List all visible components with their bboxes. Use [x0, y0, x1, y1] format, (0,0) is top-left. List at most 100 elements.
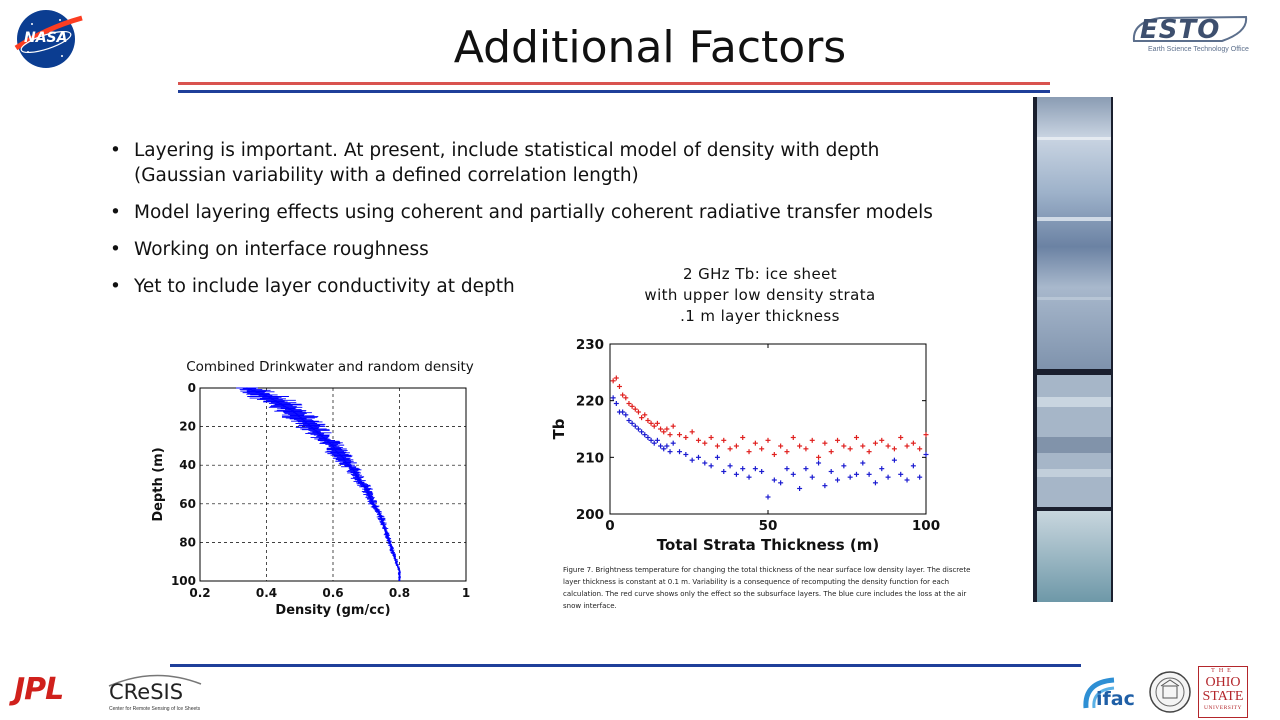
tb-red-point: [645, 418, 651, 423]
tb-blue-point: [683, 452, 689, 457]
tb-blue-point: [677, 449, 683, 455]
x-tick-label: 1: [462, 586, 470, 600]
tb-red-point: [904, 443, 910, 449]
y-tick-label: 20: [179, 420, 196, 434]
tb-blue-point: [721, 469, 727, 474]
tb-red-point: [664, 426, 670, 432]
tb-red-point: [648, 420, 654, 426]
tb-blue-point: [708, 463, 714, 469]
tb-blue-point: [835, 477, 841, 483]
tb-blue-point: [635, 426, 641, 432]
tb-blue-point: [790, 471, 796, 477]
tb-blue-point: [885, 474, 891, 480]
cresis-logo-text: CReSIS: [109, 680, 184, 704]
tb-chart-title-line: .1 m layer thickness: [680, 307, 840, 325]
tb-red-point: [651, 423, 657, 429]
plot-frame: [609, 343, 927, 515]
tb-blue-point: [667, 449, 673, 455]
tb-blue-point: [822, 483, 828, 489]
tb-red-point: [853, 435, 859, 440]
cresis-logo: CReSIS Center for Remote Sensing of Ice …: [105, 670, 205, 714]
x-axis-label: Density (gm/cc): [275, 603, 390, 618]
tb-red-point: [765, 437, 771, 443]
figure-caption: Figure 7. Brightness temperature for cha…: [563, 566, 971, 610]
tb-red-point: [847, 446, 853, 452]
tb-red-point: [702, 440, 708, 446]
y-tick-label: 0: [188, 381, 196, 395]
tb-red-point: [784, 449, 790, 455]
tb-blue-point: [645, 435, 651, 440]
y-tick-label: 100: [171, 574, 196, 588]
bullet-item: Yet to include layer conductivity at dep…: [110, 274, 940, 299]
tb-blue-point: [620, 409, 626, 415]
tb-red-point: [752, 440, 758, 446]
tb-blue-point: [809, 474, 815, 480]
density-chart: Combined Drinkwater and random density 0…: [140, 355, 500, 625]
tb-red-point: [778, 443, 784, 449]
tb-red-point: [923, 432, 929, 438]
ice-core-photo: [1033, 97, 1113, 602]
x-axis-label: Total Strata Thickness (m): [657, 536, 879, 554]
tb-blue-point: [841, 463, 847, 469]
tb-blue-point: [879, 466, 885, 472]
tb-red-point: [683, 435, 689, 440]
tb-blue-point: [765, 494, 771, 500]
tb-red-point: [632, 406, 638, 412]
tb-blue-point: [695, 454, 701, 460]
x-tick-label: 0.2: [189, 586, 210, 600]
y-tick-label: 230: [576, 337, 604, 353]
tb-red-point: [898, 435, 904, 440]
university-seal-icon: [1148, 670, 1192, 714]
tb-chart: 2 GHz Tb: ice sheet with upper low densi…: [540, 260, 960, 560]
tb-blue-point: [689, 457, 695, 463]
tb-blue-point: [610, 395, 616, 401]
tb-red-point: [746, 449, 752, 455]
tb-blue-point: [639, 429, 645, 435]
tb-blue-point: [917, 474, 923, 480]
esto-logo: ESTO Earth Science Technology Office: [1130, 14, 1250, 60]
x-tick-label: 0.6: [322, 586, 343, 600]
tb-red-point: [670, 423, 676, 429]
tb-red-point: [797, 443, 803, 449]
tb-blue-point: [759, 469, 765, 474]
bullet-item: Layering is important. At present, inclu…: [110, 138, 940, 188]
tb-blue-point: [648, 437, 654, 443]
tb-blue-point: [642, 432, 648, 438]
tb-red-point: [816, 454, 822, 460]
tb-blue-point: [860, 460, 866, 466]
tb-blue-point: [651, 440, 657, 446]
header-rule-red: [178, 82, 1050, 85]
tb-red-point: [677, 432, 683, 438]
osu-logo-line: THE: [1211, 668, 1235, 674]
bullet-item: Working on interface roughness: [110, 237, 940, 262]
tb-red-point: [822, 440, 828, 446]
density-profile-line: [246, 387, 401, 581]
tb-blue-point: [891, 457, 897, 463]
x-tick-label: 0.8: [389, 586, 410, 600]
tb-red-point: [841, 443, 847, 449]
y-tick-label: 80: [179, 535, 196, 549]
ifac-logo-text: ifac: [1096, 688, 1135, 710]
osu-logo: THE OHIO STATE UNIVERSITY: [1198, 666, 1248, 718]
tb-red-point: [661, 429, 667, 435]
tb-red-point: [613, 375, 619, 381]
tb-red-point: [708, 435, 714, 440]
tb-red-point: [828, 449, 834, 455]
tb-red-point: [733, 443, 739, 449]
jpl-logo: JPL: [14, 672, 64, 707]
tb-red-point: [866, 449, 872, 455]
tb-blue-point: [658, 443, 664, 449]
tb-red-point: [790, 435, 796, 440]
tb-blue-point: [872, 480, 878, 486]
tb-red-point: [872, 440, 878, 446]
tb-red-point: [910, 440, 916, 446]
tb-red-point: [629, 403, 635, 409]
tb-blue-point: [910, 463, 916, 469]
tb-red-point: [639, 415, 645, 421]
tb-blue-point: [803, 466, 809, 472]
tb-blue-point: [746, 474, 752, 480]
tb-chart-title: 2 GHz Tb: ice sheet with upper low densi…: [600, 264, 920, 327]
tb-red-point: [610, 378, 616, 384]
tb-blue-point: [654, 437, 660, 443]
tb-red-point: [689, 429, 695, 435]
